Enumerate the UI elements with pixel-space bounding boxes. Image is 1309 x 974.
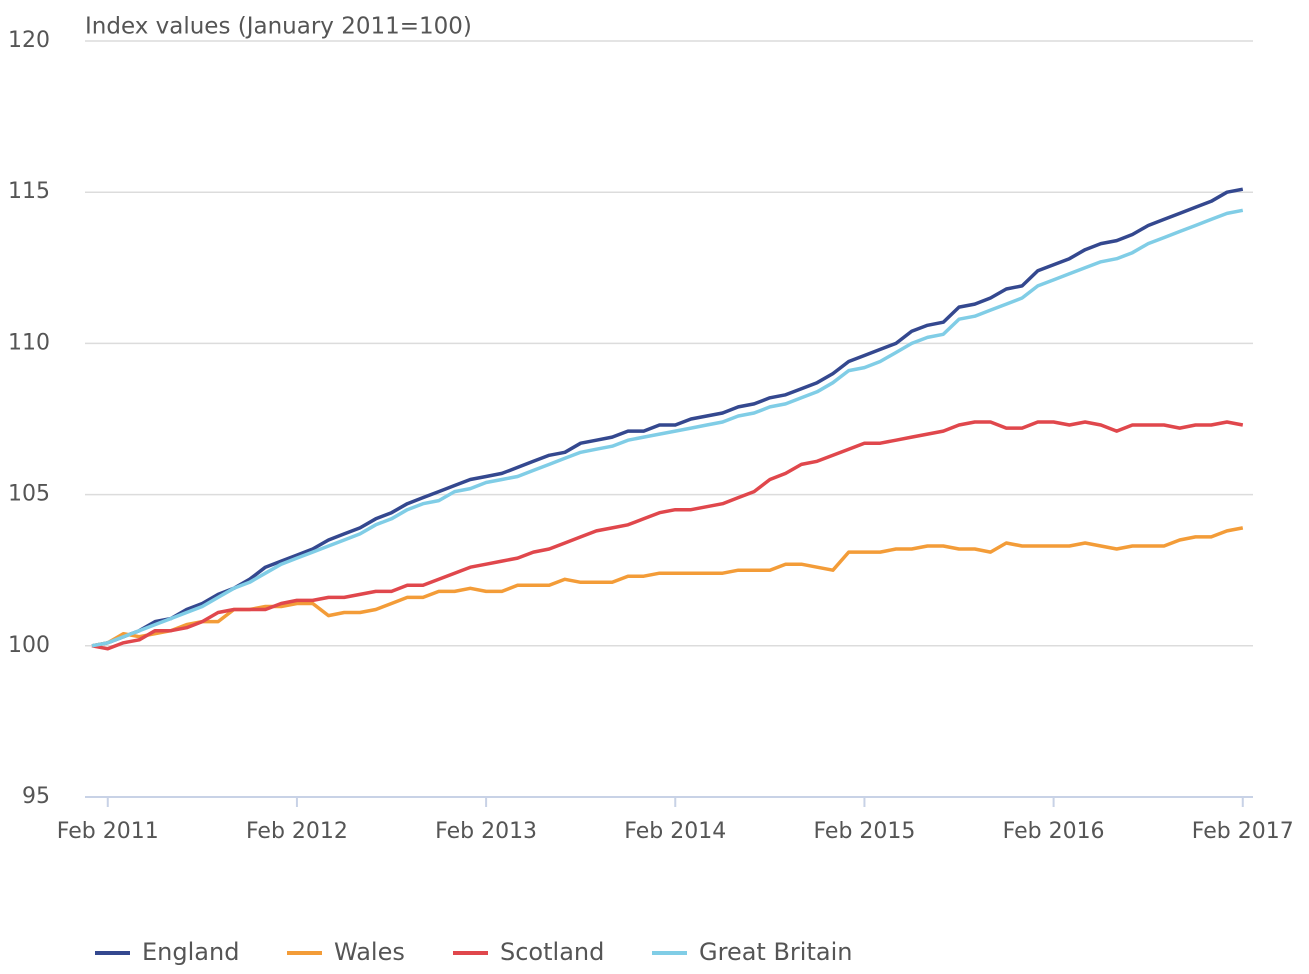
y-tick-label: 120 [8,28,50,53]
legend-label: Wales [334,938,405,966]
x-tick-label: Feb 2011 [57,819,159,844]
y-axis-title: Index values (January 2011=100) [85,14,472,40]
x-tick-label: Feb 2014 [624,819,726,844]
y-tick-label: 105 [8,482,50,507]
line-3 [91,208,1244,648]
legend-label: Great Britain [699,938,852,966]
y-tick-label: 100 [8,633,50,658]
x-tick-label: Feb 2013 [435,819,537,844]
x-tick-label: Feb 2015 [813,819,915,844]
y-tick-label: 115 [8,179,50,204]
x-tick-label: Feb 2016 [1003,819,1105,844]
line-1 [91,526,1244,648]
legend-label: Scotland [500,938,604,966]
line-0 [91,187,1244,648]
y-tick-label: 110 [8,330,50,355]
y-tick-label: 95 [22,784,50,809]
line-2 [91,420,1244,651]
x-tick-label: Feb 2017 [1192,819,1294,844]
legend-label: England [142,938,239,966]
x-tick-label: Feb 2012 [246,819,348,844]
